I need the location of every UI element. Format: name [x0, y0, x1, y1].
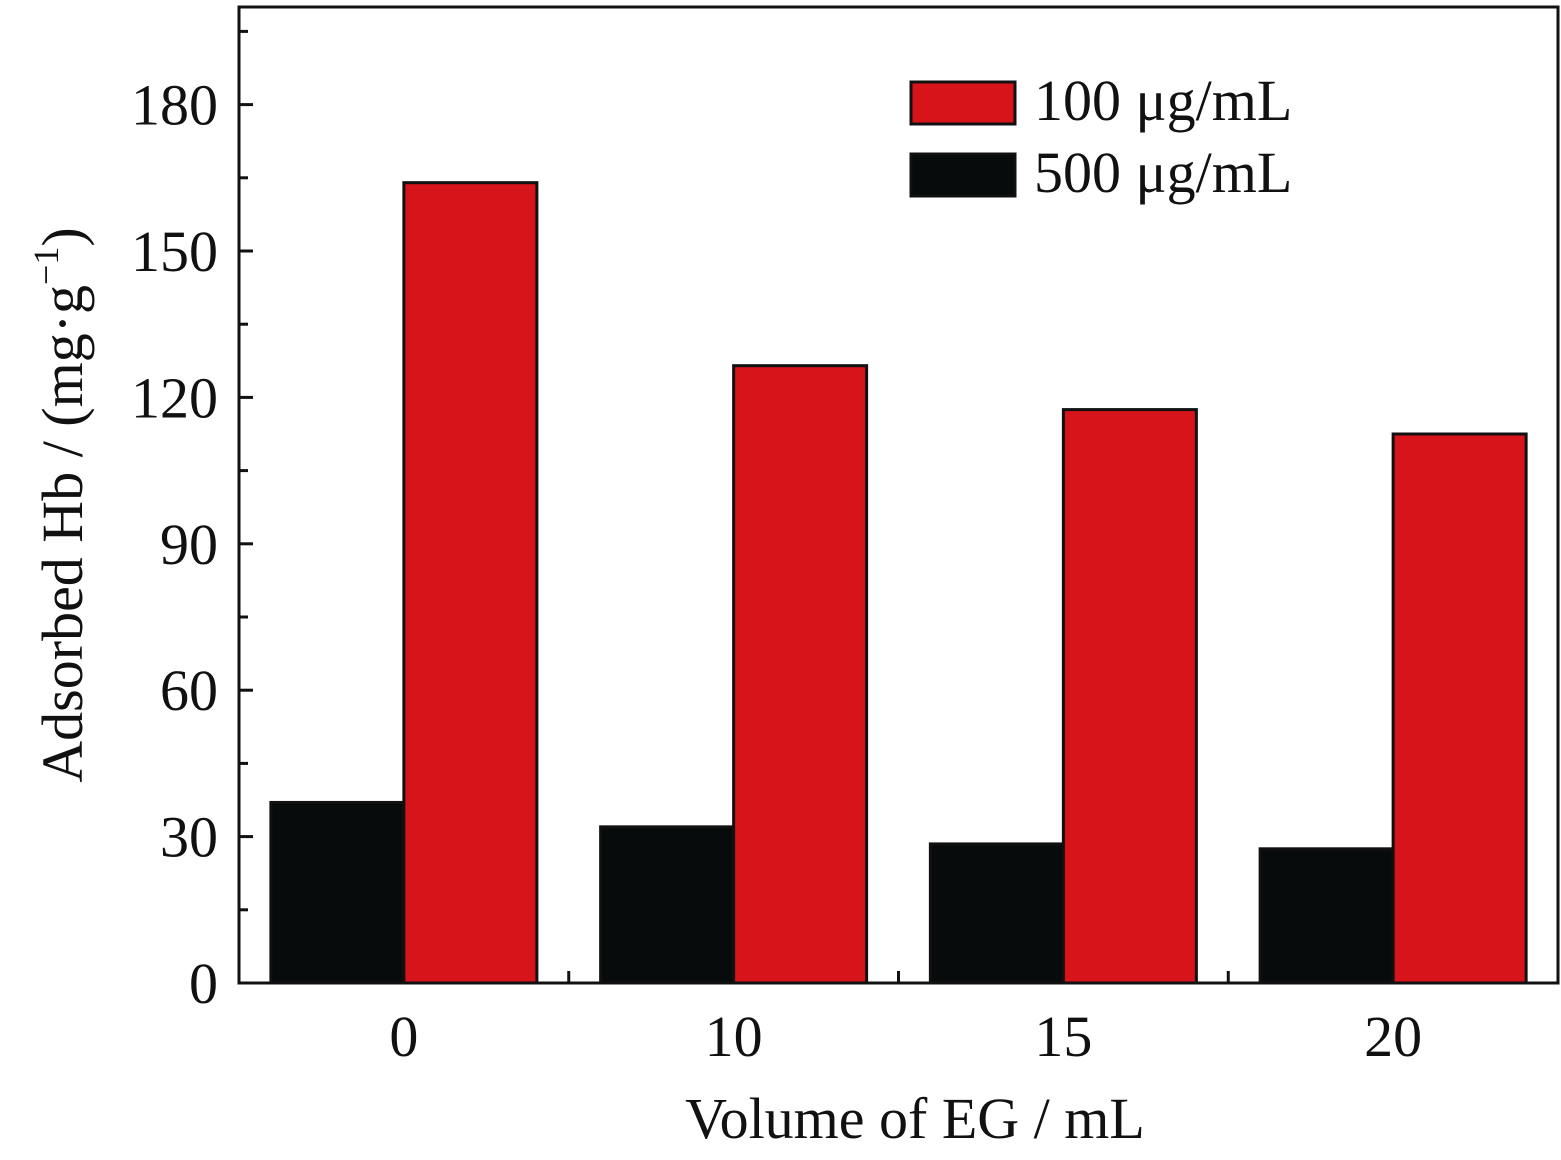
y-tick-label: 0 [189, 951, 218, 1016]
bar-500-cat-15 [928, 842, 1065, 985]
bar-500-cat-0 [269, 800, 406, 985]
ticks-layer: 0 30 60 90 120 150 180 0 10 15 20 [131, 29, 1422, 1069]
bar-100-cat-15 [1061, 408, 1198, 985]
legend-swatch [909, 80, 1017, 126]
y-tick-label: 90 [160, 512, 218, 577]
legend-label: 500 μg/mL [1034, 140, 1292, 205]
bar-500-cat-10 [599, 825, 736, 985]
x-tick-label: 20 [1364, 1004, 1422, 1069]
bar-500-cat-20 [1258, 847, 1395, 985]
bar-100-cat-0 [402, 181, 539, 985]
legend-swatch [909, 152, 1017, 198]
legend: 100 μg/mL 500 μg/mL [909, 68, 1292, 205]
y-tick-label: 180 [131, 73, 218, 138]
y-tick-label: 150 [131, 219, 218, 284]
x-tick-label: 10 [705, 1004, 763, 1069]
y-axis-label: Adsorbed Hb / (mg·g−1) [26, 227, 95, 782]
y-axis-label-superscript: −1 [26, 247, 66, 285]
y-tick-label: 60 [160, 658, 218, 723]
x-axis-label: Volume of EG / mL [685, 1086, 1145, 1151]
y-tick-label: 30 [160, 805, 218, 870]
bars-layer [269, 181, 1528, 985]
legend-label: 100 μg/mL [1034, 68, 1292, 133]
y-tick-label: 120 [131, 365, 218, 430]
y-axis-label-main: Adsorbed Hb / (mg·g [30, 285, 95, 783]
bar-100-cat-20 [1391, 432, 1528, 985]
x-tick-label: 15 [1034, 1004, 1092, 1069]
bar-100-cat-10 [732, 364, 869, 985]
y-axis-label-close: ) [30, 227, 95, 246]
x-tick-label: 0 [389, 1004, 418, 1069]
